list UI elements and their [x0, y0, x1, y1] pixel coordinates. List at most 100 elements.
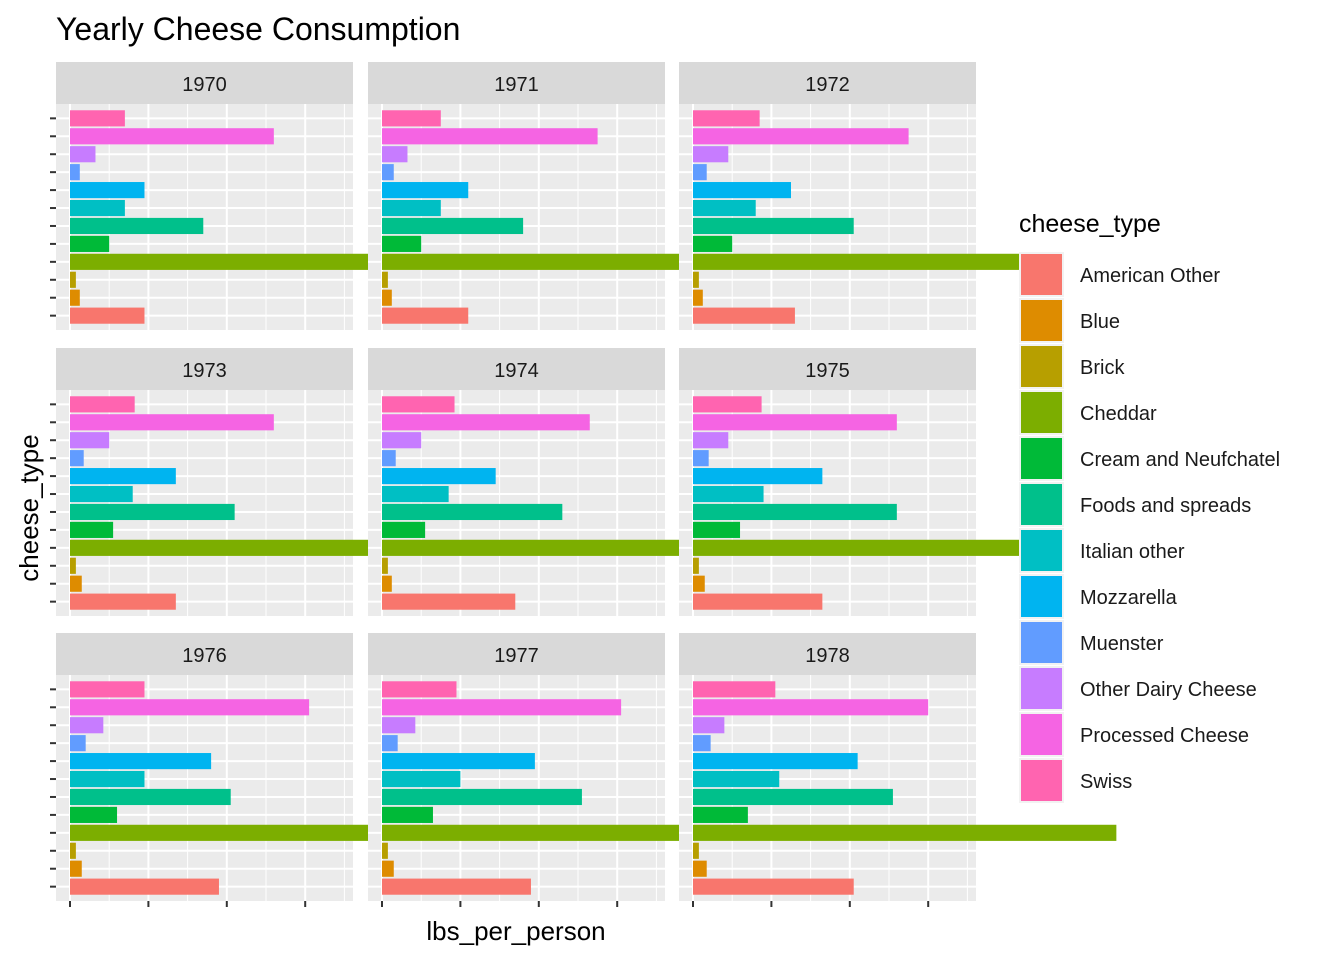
legend-key — [1021, 484, 1062, 525]
chart-title: Yearly Cheese Consumption — [56, 11, 460, 47]
legend-label: Swiss — [1080, 771, 1132, 793]
bar — [70, 753, 212, 770]
bar — [382, 289, 392, 306]
legend-label: Other Dairy Cheese — [1080, 679, 1257, 701]
legend-item: Cream and Neufchatel — [1019, 436, 1280, 481]
bar — [693, 842, 699, 859]
bar — [382, 503, 563, 521]
bar — [382, 450, 396, 467]
bar — [693, 681, 776, 698]
bar — [382, 307, 469, 324]
bar — [70, 307, 145, 324]
facet-strip — [679, 62, 976, 104]
bar — [70, 788, 231, 806]
bar — [693, 753, 858, 770]
legend-key — [1021, 622, 1062, 663]
legend-label: Italian other — [1080, 541, 1185, 563]
bar — [70, 485, 133, 503]
bar — [693, 271, 699, 288]
bar — [693, 128, 909, 145]
facet-panel: 1976 — [50, 633, 462, 907]
legend-label: Foods and spreads — [1080, 495, 1251, 517]
facet-panel: 1974 — [368, 348, 767, 616]
bar — [70, 414, 274, 431]
bar — [382, 699, 622, 716]
facet-strip — [56, 633, 353, 675]
bar — [70, 860, 82, 877]
bar — [70, 432, 110, 449]
bar — [70, 396, 135, 413]
legend-title: cheese_type — [1019, 210, 1161, 238]
facet-strip-label: 1973 — [182, 360, 227, 382]
bar — [693, 735, 711, 752]
legend-item: Blue — [1019, 298, 1120, 343]
bar — [382, 468, 496, 485]
bar — [70, 593, 176, 610]
bar — [382, 396, 455, 413]
legend-label: Mozzarella — [1080, 587, 1178, 609]
bar — [693, 164, 707, 181]
bar — [70, 271, 76, 288]
legend-key — [1021, 438, 1062, 479]
bar — [70, 253, 423, 270]
facet-panel: 1975 — [679, 348, 1062, 616]
bar — [70, 806, 118, 823]
legend-label: Brick — [1080, 357, 1125, 379]
bar — [70, 235, 110, 252]
bar — [70, 217, 204, 235]
bar — [693, 539, 1062, 556]
legend-label: Cream and Neufchatel — [1080, 449, 1280, 471]
bar — [70, 450, 84, 467]
legend-label: Muenster — [1080, 633, 1164, 655]
facet-strip — [368, 633, 665, 675]
facet-strip — [56, 62, 353, 104]
bar — [70, 468, 176, 485]
bar — [693, 307, 795, 324]
bar — [693, 146, 729, 163]
bar — [382, 860, 394, 877]
bar — [693, 575, 705, 592]
bar — [70, 289, 80, 306]
bar — [382, 414, 590, 431]
legend-item: Italian other — [1019, 528, 1185, 573]
bar — [693, 503, 897, 521]
bar — [693, 717, 725, 734]
legend-key — [1021, 300, 1062, 341]
bar — [693, 450, 709, 467]
bar — [70, 717, 104, 734]
bar — [70, 146, 96, 163]
bar — [70, 182, 145, 199]
bar — [693, 788, 893, 806]
legend-key — [1021, 760, 1062, 801]
bar — [693, 557, 699, 574]
bar — [382, 521, 426, 538]
facet-strip — [679, 348, 976, 390]
bar — [70, 164, 80, 181]
bar — [693, 860, 707, 877]
legend-item: Cheddar — [1019, 390, 1157, 435]
legend-label: Blue — [1080, 311, 1120, 333]
bar — [693, 414, 897, 431]
bar — [693, 699, 929, 716]
y-axis-label: cheese_type — [14, 434, 44, 581]
legend-key — [1021, 530, 1062, 571]
bar — [70, 557, 76, 574]
facet-strip — [368, 62, 665, 104]
legend-item: American Other — [1019, 252, 1220, 297]
facet-strip-label: 1976 — [182, 645, 227, 667]
bar — [382, 253, 743, 270]
bar — [70, 824, 462, 841]
bar — [693, 289, 703, 306]
legend-item: Other Dairy Cheese — [1019, 666, 1257, 711]
legend-item: Swiss — [1019, 758, 1132, 803]
bar — [382, 235, 422, 252]
bar — [382, 575, 392, 592]
bar — [693, 253, 1062, 270]
facet-strip-label: 1974 — [494, 360, 539, 382]
facet-strip-label: 1977 — [494, 645, 539, 667]
legend-label: Cheddar — [1080, 403, 1157, 425]
bar — [382, 217, 524, 235]
bar — [382, 842, 388, 859]
legend-item: Foods and spreads — [1019, 482, 1251, 527]
bar — [693, 468, 823, 485]
